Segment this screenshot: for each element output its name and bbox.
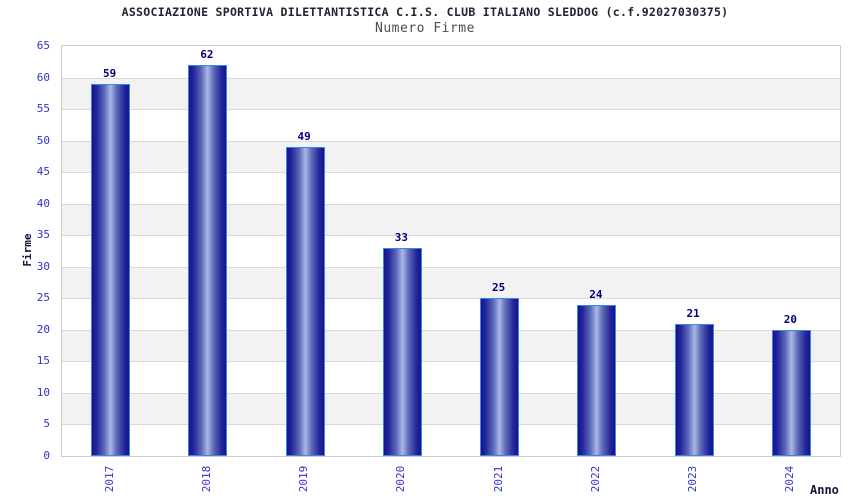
x-axis-title: Anno: [810, 483, 839, 497]
x-axis-tick-label: 2022: [588, 465, 602, 493]
y-axis-tick-label: 45: [36, 165, 50, 179]
bar-value-label: 21: [686, 306, 700, 320]
x-axis-tick-label: 2017: [102, 465, 116, 493]
bar-value-label: 24: [589, 287, 603, 301]
y-axis-tick-label: 65: [36, 39, 50, 52]
x-axis-tick-label: 2019: [297, 465, 311, 493]
y-axis-tick-label: 50: [36, 133, 50, 147]
bar: [674, 323, 714, 456]
grid-band: [62, 140, 840, 173]
grid-line: [62, 424, 840, 425]
x-axis-tick-label: 2018: [199, 465, 213, 493]
bar: [285, 146, 325, 456]
grid-line: [62, 141, 840, 142]
bar-value-label: 62: [200, 47, 214, 61]
grid-line: [62, 204, 840, 205]
grid-line: [62, 298, 840, 299]
grid-band: [62, 392, 840, 425]
grid-line: [62, 78, 840, 79]
y-axis-tick-label: 5: [43, 417, 50, 431]
bar-value-label: 49: [297, 129, 311, 143]
y-axis-tick-label: 25: [36, 291, 50, 305]
grid-band: [62, 77, 840, 110]
y-axis-tick-label: 35: [36, 228, 50, 242]
x-axis-tick-label: 2021: [491, 465, 505, 493]
y-axis-tick-label: 15: [36, 354, 50, 368]
chart-subtitle: Numero Firme: [375, 21, 475, 36]
bar-value-label: 25: [492, 281, 506, 295]
grid-line: [62, 267, 840, 268]
chart-title: ASSOCIAZIONE SPORTIVA DILETTANTISTICA C.…: [121, 5, 729, 19]
grid-band: [62, 266, 840, 299]
bar: [771, 329, 811, 456]
bar-value-label: 20: [783, 312, 797, 326]
grid-line: [62, 172, 840, 173]
plot-area: [61, 45, 841, 457]
y-axis-tick-label: 10: [36, 385, 50, 399]
grid-line: [62, 235, 840, 236]
y-axis-tick-label: 0: [43, 449, 50, 462]
bar: [382, 247, 422, 456]
grid-line: [62, 361, 840, 362]
grid-line: [62, 393, 840, 394]
y-axis-tick-label: 55: [36, 102, 50, 116]
bar: [577, 304, 617, 456]
bar: [188, 64, 228, 456]
bar: [91, 83, 131, 456]
y-axis-tick-label: 60: [36, 70, 50, 84]
x-axis-tick-label: 2020: [394, 465, 408, 493]
grid-band: [62, 203, 840, 236]
grid-band: [62, 329, 840, 362]
y-axis-tick-label: 20: [36, 322, 50, 336]
x-axis-tick-label: 2024: [783, 465, 797, 493]
x-axis-tick-label: 2023: [686, 465, 700, 493]
grid-line: [62, 330, 840, 331]
y-axis-tick-label: 40: [36, 196, 50, 210]
bar: [480, 298, 520, 456]
grid-line: [62, 109, 840, 110]
bar-value-label: 33: [394, 230, 408, 244]
y-axis-tick-label: 30: [36, 259, 50, 273]
bar-value-label: 59: [103, 66, 117, 80]
